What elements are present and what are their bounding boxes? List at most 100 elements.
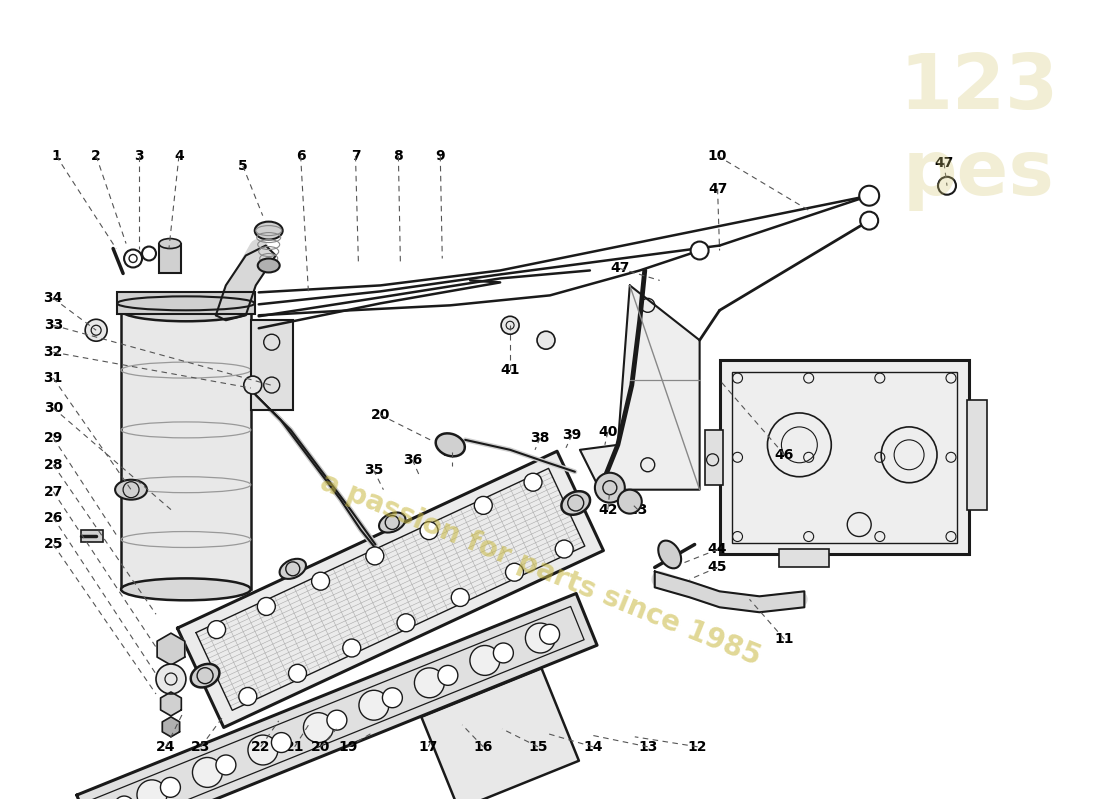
Circle shape — [288, 664, 307, 682]
Text: 29: 29 — [44, 431, 63, 445]
Polygon shape — [177, 451, 604, 727]
Text: 38: 38 — [530, 431, 550, 445]
Circle shape — [420, 522, 438, 540]
Circle shape — [359, 690, 389, 720]
Text: 6: 6 — [296, 149, 306, 163]
Polygon shape — [654, 571, 804, 612]
Circle shape — [114, 796, 134, 800]
Text: 44: 44 — [707, 542, 727, 557]
Text: 21: 21 — [285, 740, 305, 754]
Bar — [780, 550, 829, 567]
Text: 123
pes: 123 pes — [900, 51, 1058, 210]
Text: 36: 36 — [403, 453, 422, 466]
Text: a passion for parts since 1985: a passion for parts since 1985 — [316, 468, 764, 671]
Circle shape — [156, 664, 186, 694]
Circle shape — [138, 780, 167, 800]
Ellipse shape — [116, 480, 147, 500]
Ellipse shape — [121, 299, 251, 322]
Text: 37: 37 — [442, 445, 462, 459]
Circle shape — [85, 319, 107, 342]
Bar — [732, 372, 957, 542]
Text: 5: 5 — [238, 159, 248, 173]
Text: 20: 20 — [311, 740, 330, 754]
Text: 25: 25 — [44, 538, 63, 551]
Text: 32: 32 — [44, 345, 63, 359]
Polygon shape — [216, 246, 276, 320]
Circle shape — [494, 643, 514, 663]
Bar — [81, 530, 103, 542]
Text: 16: 16 — [473, 740, 493, 754]
Circle shape — [415, 668, 444, 698]
Text: 28: 28 — [44, 458, 63, 472]
Text: 15: 15 — [528, 740, 548, 754]
Circle shape — [474, 497, 493, 514]
Circle shape — [397, 614, 415, 632]
Ellipse shape — [279, 559, 306, 579]
Circle shape — [470, 646, 499, 675]
Circle shape — [524, 474, 542, 491]
Circle shape — [192, 758, 222, 787]
Ellipse shape — [561, 491, 590, 514]
Circle shape — [383, 688, 403, 708]
Circle shape — [540, 624, 560, 644]
Text: 13: 13 — [638, 740, 658, 754]
Circle shape — [556, 540, 573, 558]
Circle shape — [248, 735, 278, 765]
Circle shape — [859, 186, 879, 206]
Text: 24: 24 — [156, 740, 176, 754]
Text: 47: 47 — [708, 182, 727, 196]
Text: 12: 12 — [688, 740, 707, 754]
Text: 14: 14 — [583, 740, 603, 754]
Circle shape — [537, 331, 556, 349]
Circle shape — [618, 490, 641, 514]
Text: 3: 3 — [134, 149, 144, 163]
Ellipse shape — [117, 296, 255, 310]
Text: 47: 47 — [934, 156, 954, 170]
Ellipse shape — [379, 513, 406, 533]
Ellipse shape — [121, 578, 251, 600]
Circle shape — [502, 316, 519, 334]
Bar — [160, 243, 180, 274]
Circle shape — [216, 755, 235, 775]
Circle shape — [311, 572, 330, 590]
Ellipse shape — [190, 664, 219, 687]
Text: 26: 26 — [44, 510, 63, 525]
Circle shape — [691, 242, 708, 259]
Circle shape — [506, 563, 524, 581]
Polygon shape — [77, 594, 597, 800]
Text: 7: 7 — [351, 149, 361, 163]
Text: 1: 1 — [52, 149, 62, 163]
Circle shape — [304, 713, 333, 742]
Circle shape — [161, 778, 180, 798]
Circle shape — [244, 376, 262, 394]
Text: 46: 46 — [774, 448, 794, 462]
Polygon shape — [421, 668, 579, 800]
Circle shape — [327, 710, 346, 730]
Bar — [705, 430, 723, 485]
Bar — [251, 320, 293, 410]
Text: 47: 47 — [610, 262, 629, 275]
Ellipse shape — [436, 434, 465, 456]
Polygon shape — [163, 717, 179, 737]
Circle shape — [239, 687, 256, 706]
Text: 30: 30 — [44, 401, 63, 415]
Circle shape — [208, 621, 226, 638]
Text: 39: 39 — [562, 428, 582, 442]
Polygon shape — [161, 692, 182, 716]
Circle shape — [438, 666, 458, 686]
Bar — [121, 310, 251, 590]
Text: 42: 42 — [598, 502, 617, 517]
Text: 8: 8 — [394, 149, 404, 163]
Ellipse shape — [658, 541, 681, 568]
Bar — [719, 360, 969, 554]
Text: 43: 43 — [628, 502, 648, 517]
Circle shape — [451, 589, 470, 606]
Text: 10: 10 — [708, 149, 727, 163]
Polygon shape — [157, 633, 185, 665]
Text: 41: 41 — [500, 363, 520, 377]
Text: 4: 4 — [174, 149, 184, 163]
Circle shape — [526, 623, 556, 653]
Circle shape — [343, 639, 361, 657]
Text: 9: 9 — [436, 149, 446, 163]
Text: 22: 22 — [251, 740, 271, 754]
